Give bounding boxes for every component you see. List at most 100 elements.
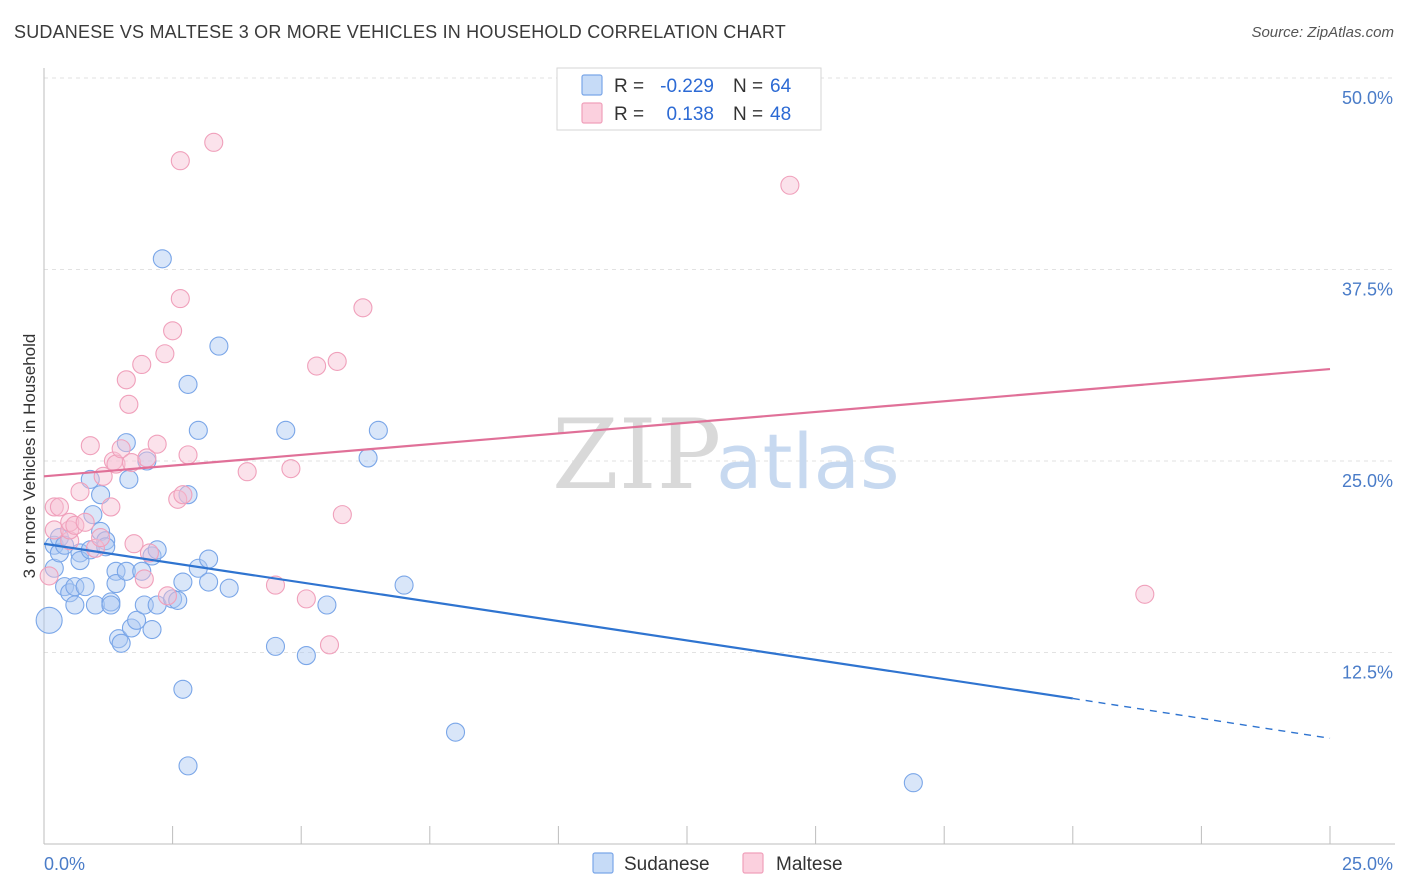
y-tick-label-2: 37.5% bbox=[1342, 280, 1393, 300]
point-sudanese-60 bbox=[445, 722, 466, 742]
point-maltese-20 bbox=[121, 452, 141, 473]
trend-line-sudanese bbox=[43, 542, 1073, 700]
point-sudanese-8 bbox=[65, 595, 85, 615]
legend-r-value-maltese: 0.138 bbox=[666, 104, 714, 125]
point-maltese-45 bbox=[780, 175, 800, 195]
bottom-legend-swatch-sudanese bbox=[592, 852, 614, 874]
point-sudanese-29 bbox=[119, 469, 139, 489]
point-maltese-3 bbox=[49, 497, 69, 517]
point-sudanese-52 bbox=[219, 578, 239, 598]
point-sudanese-26 bbox=[111, 633, 131, 653]
point-maltese-23 bbox=[134, 569, 154, 589]
point-sudanese-16 bbox=[85, 595, 105, 615]
point-maltese-2 bbox=[44, 497, 64, 517]
point-sudanese-28 bbox=[116, 433, 136, 453]
point-sudanese-50 bbox=[199, 572, 219, 592]
point-sudanese-39 bbox=[152, 249, 172, 269]
legend: R = -0.229 N = 64 R = 0.138 N = 48 bbox=[556, 67, 822, 131]
point-maltese-40 bbox=[307, 356, 327, 376]
point-maltese-44 bbox=[353, 298, 373, 318]
watermark: ZIP atlas bbox=[552, 399, 900, 511]
point-maltese-39 bbox=[296, 589, 316, 609]
point-maltese-22 bbox=[132, 354, 152, 375]
bottom-legend: Sudanese Maltese bbox=[592, 852, 843, 875]
x-tick-label-min: 0.0% bbox=[44, 854, 85, 874]
point-sudanese-59 bbox=[394, 575, 414, 595]
point-maltese-37 bbox=[265, 575, 286, 595]
point-sudanese-55 bbox=[296, 646, 316, 666]
grid-lines bbox=[44, 77, 1395, 653]
point-sudanese-44 bbox=[178, 374, 198, 394]
chart-title: SUDANESE VS MALTESE 3 OR MORE VEHICLES I… bbox=[14, 22, 786, 42]
point-maltese-1 bbox=[44, 520, 64, 540]
point-maltese-43 bbox=[332, 505, 352, 525]
point-sudanese-58 bbox=[368, 420, 388, 440]
y-tick-label-0: 12.5% bbox=[1342, 663, 1393, 683]
point-sudanese-43 bbox=[173, 679, 193, 699]
point-sudanese-0 bbox=[35, 606, 63, 634]
point-maltese-26 bbox=[147, 434, 167, 454]
point-maltese-27 bbox=[155, 344, 175, 364]
legend-n-label-sudanese: N = bbox=[733, 76, 763, 97]
point-maltese-12 bbox=[91, 528, 111, 548]
point-maltese-10 bbox=[80, 436, 100, 456]
point-maltese-32 bbox=[170, 151, 190, 171]
trend-line-maltese bbox=[43, 367, 1331, 478]
series-maltese-points bbox=[39, 132, 1155, 655]
legend-n-label-maltese: N = bbox=[733, 104, 763, 125]
bottom-legend-label-maltese: Maltese bbox=[776, 854, 843, 875]
point-maltese-25 bbox=[139, 543, 160, 563]
legend-r-value-sudanese: -0.229 bbox=[660, 76, 714, 97]
point-sudanese-35 bbox=[142, 619, 162, 640]
watermark-atlas: atlas bbox=[716, 417, 900, 506]
point-maltese-17 bbox=[111, 439, 131, 459]
y-tick-labels: 12.5% 25.0% 37.5% 50.0% bbox=[1342, 88, 1393, 683]
point-sudanese-46 bbox=[178, 756, 198, 776]
axes bbox=[43, 68, 1395, 845]
point-maltese-35 bbox=[204, 132, 224, 152]
point-sudanese-31 bbox=[127, 610, 147, 630]
x-tick-label-max: 25.0% bbox=[1342, 854, 1393, 874]
point-maltese-14 bbox=[101, 497, 121, 517]
point-maltese-0 bbox=[39, 566, 59, 586]
point-sudanese-12 bbox=[75, 577, 95, 597]
y-axis-label: 3 or more Vehicles in Household bbox=[20, 334, 39, 579]
legend-swatch-maltese bbox=[581, 102, 603, 124]
point-sudanese-51 bbox=[209, 336, 229, 356]
point-sudanese-19 bbox=[96, 531, 116, 551]
source-credit: Source: ZipAtlas.com bbox=[1251, 24, 1394, 41]
point-maltese-33 bbox=[173, 485, 193, 505]
legend-r-label-maltese: R = bbox=[614, 104, 644, 125]
point-sudanese-32 bbox=[132, 561, 152, 581]
legend-n-value-sudanese: 64 bbox=[770, 76, 792, 97]
point-maltese-16 bbox=[106, 454, 126, 474]
point-maltese-6 bbox=[60, 512, 80, 532]
point-sudanese-18 bbox=[91, 485, 111, 505]
point-maltese-8 bbox=[70, 482, 90, 502]
point-sudanese-9 bbox=[65, 577, 85, 597]
legend-swatch-sudanese bbox=[581, 74, 603, 96]
bottom-legend-swatch-maltese bbox=[742, 852, 764, 874]
legend-n-value-maltese: 48 bbox=[770, 104, 791, 125]
point-sudanese-41 bbox=[168, 590, 188, 610]
y-tick-label-1: 25.0% bbox=[1342, 471, 1393, 491]
bottom-legend-label-sudanese: Sudanese bbox=[624, 854, 710, 875]
point-maltese-46 bbox=[1135, 584, 1155, 604]
point-maltese-9 bbox=[75, 512, 95, 532]
point-sudanese-53 bbox=[265, 636, 286, 656]
trend-line-sudanese-extension bbox=[1072, 697, 1331, 739]
point-sudanese-42 bbox=[173, 572, 193, 592]
point-maltese-41 bbox=[319, 635, 340, 655]
point-maltese-18 bbox=[116, 370, 136, 390]
point-maltese-42 bbox=[327, 351, 347, 371]
point-maltese-19 bbox=[119, 394, 139, 414]
y-tick-label-3: 50.0% bbox=[1342, 88, 1393, 108]
point-sudanese-27 bbox=[116, 561, 136, 581]
point-maltese-36 bbox=[237, 462, 257, 482]
point-maltese-38 bbox=[281, 459, 301, 479]
point-maltese-34 bbox=[178, 445, 198, 465]
legend-r-label-sudanese: R = bbox=[614, 76, 644, 97]
point-sudanese-15 bbox=[83, 505, 103, 525]
point-sudanese-37 bbox=[147, 540, 167, 560]
point-sudanese-45 bbox=[178, 485, 198, 505]
